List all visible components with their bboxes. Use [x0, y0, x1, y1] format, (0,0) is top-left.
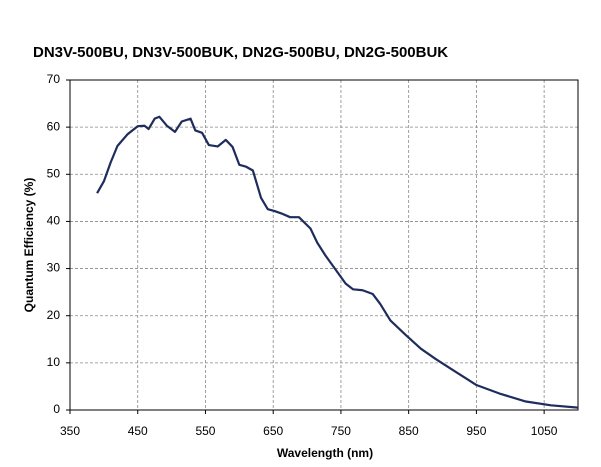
- x-tick-label: 450: [128, 424, 148, 438]
- y-tick-label: 0: [53, 402, 60, 416]
- chart-title: DN3V-500BU, DN3V-500BUK, DN2G-500BU, DN2…: [33, 44, 448, 61]
- x-tick-label: 350: [60, 424, 80, 438]
- plot-frame: [69, 79, 579, 411]
- x-tick-label: 950: [466, 424, 486, 438]
- x-axis-label: Wavelength (nm): [277, 446, 373, 460]
- y-tick-label: 30: [47, 261, 61, 275]
- y-tick-label: 70: [47, 72, 61, 86]
- x-tick-label: 650: [263, 424, 283, 438]
- data-line: [96, 115, 579, 409]
- y-tick-label: 50: [47, 166, 61, 180]
- x-tick-label: 550: [195, 424, 215, 438]
- y-axis-label: Quantum Efficiency (%): [22, 178, 36, 313]
- x-tick-label: 850: [399, 424, 419, 438]
- y-tick-label: 10: [47, 355, 61, 369]
- y-tick-label: 60: [47, 119, 61, 133]
- x-tick-label: 1050: [531, 424, 558, 438]
- y-tick-label: 40: [47, 214, 61, 228]
- x-tick-label: 750: [331, 424, 351, 438]
- y-tick-label: 20: [47, 308, 61, 322]
